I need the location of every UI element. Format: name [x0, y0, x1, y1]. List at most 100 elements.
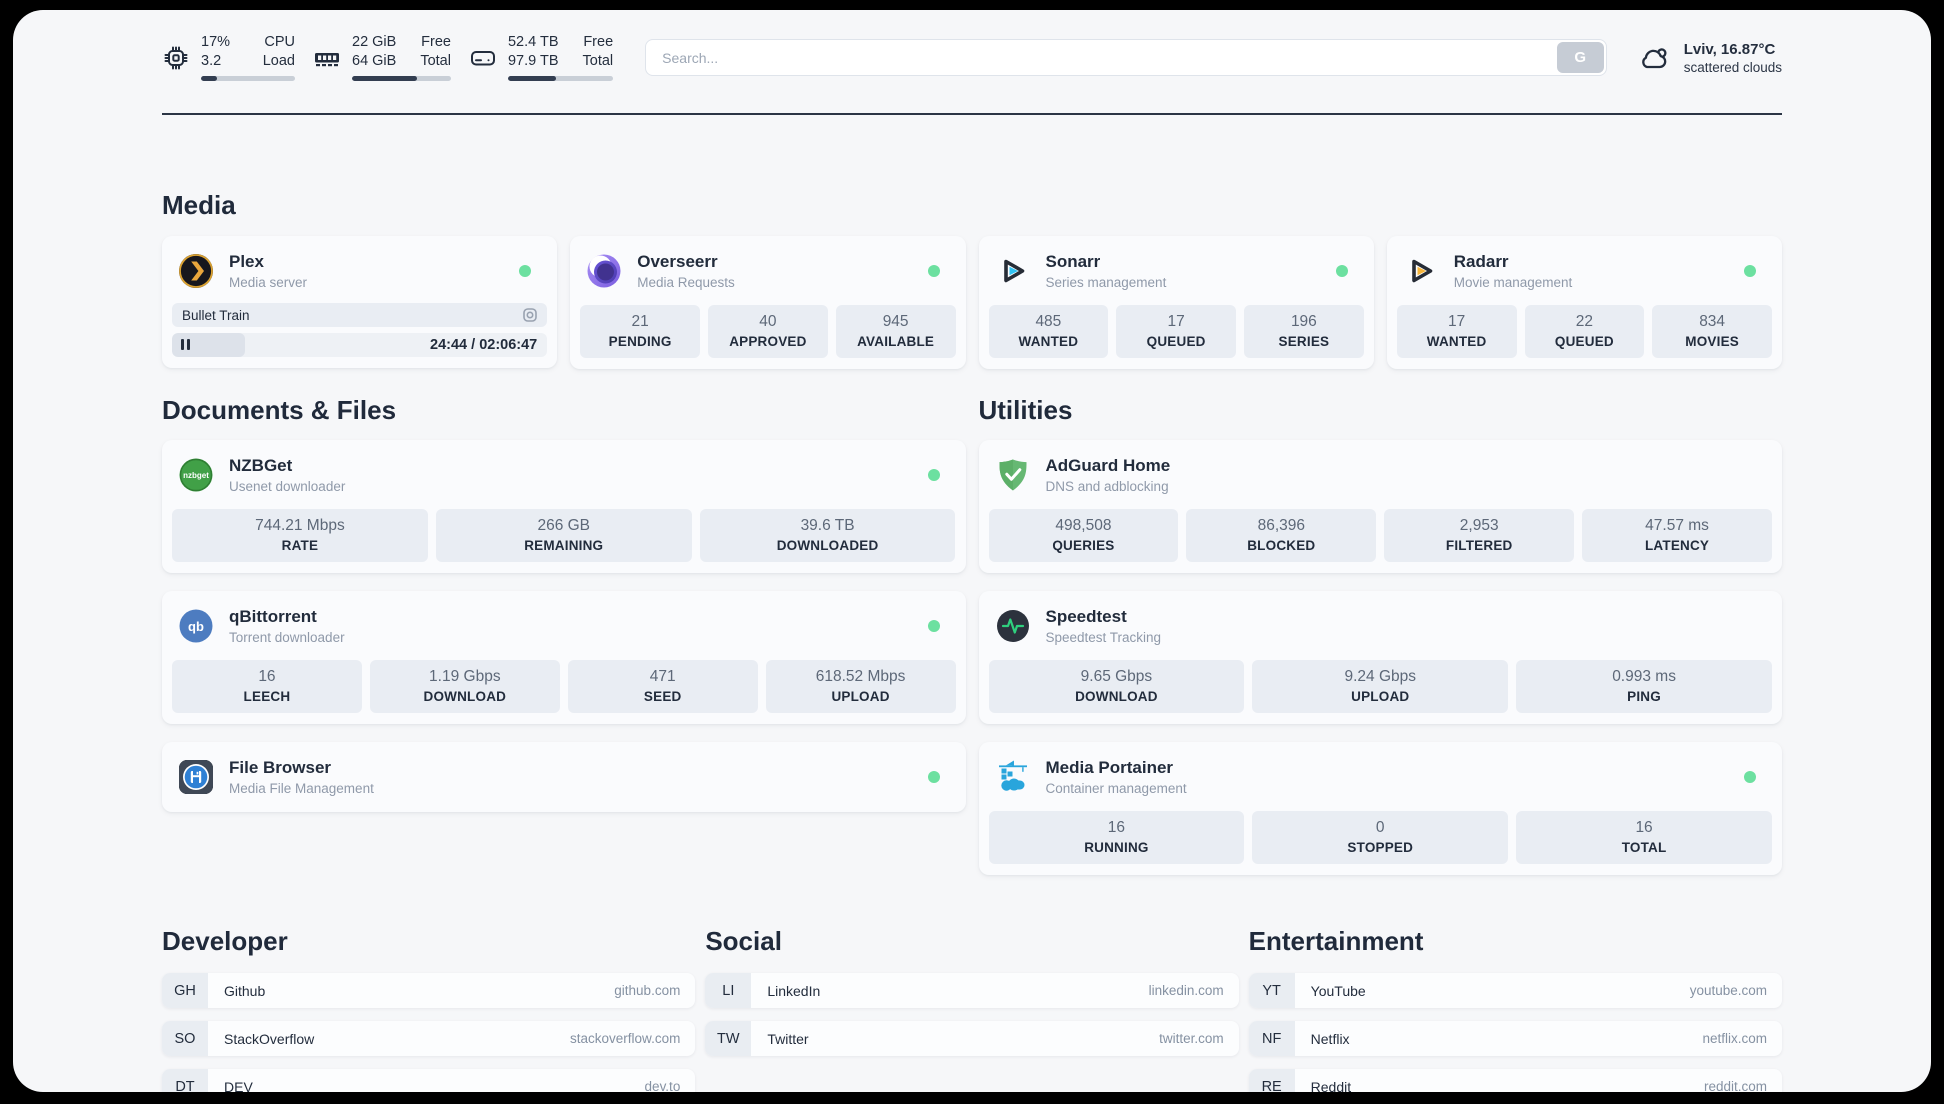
app-name-speedtest[interactable]: Speedtest: [1045, 607, 1127, 626]
svg-text:nzbget: nzbget: [183, 471, 209, 480]
disk-total-label: Total: [582, 53, 614, 69]
app-description-filebrowser: Media File Management: [229, 781, 374, 796]
status-dot-radarr: [1744, 265, 1756, 277]
bookmark-abbr: TW: [705, 1021, 752, 1056]
status-dot-qbittorrent: [927, 620, 940, 632]
radarr-icon[interactable]: [1403, 253, 1439, 289]
search-input[interactable]: [645, 39, 1607, 76]
nzbget-icon[interactable]: nzbget: [178, 457, 214, 493]
stat-download: 1.19 Gbps DOWNLOAD: [369, 660, 560, 713]
sonarr-icon[interactable]: [995, 253, 1031, 289]
bookmark-youtube[interactable]: YT YouTube youtube.com: [1248, 973, 1782, 1008]
stat-queued: 17 QUEUED: [1116, 305, 1236, 358]
bookmark-name: YouTube: [1310, 982, 1366, 999]
bookmarks-entertainment: Entertainment YT YouTube youtube.com NF …: [1248, 925, 1782, 1093]
app-description-overseerr: Media Requests: [637, 275, 735, 290]
bookmark-dev[interactable]: DT DEV dev.to: [162, 1069, 696, 1092]
disk-free-value: 52.4 TB: [507, 34, 559, 50]
cpu-load-value: 3.2: [201, 53, 222, 69]
cpu-usage-label: CPU: [264, 34, 295, 50]
bookmark-twitter[interactable]: TW Twitter twitter.com: [705, 1021, 1239, 1056]
stat-leech: 16 LEECH: [172, 660, 362, 713]
ram-icon: [313, 44, 341, 72]
bookmark-name: Twitter: [767, 1030, 809, 1047]
app-name-overseerr[interactable]: Overseerr: [637, 252, 718, 271]
speedtest-icon[interactable]: [995, 608, 1031, 644]
svg-text:qb: qb: [188, 619, 204, 634]
utilities-column: Utilities AdGuard Home: [978, 394, 1782, 875]
disk-icon: [469, 44, 497, 72]
overseerr-icon[interactable]: [586, 253, 622, 289]
app-name-filebrowser[interactable]: File Browser: [229, 758, 332, 777]
bookmark-name: Netflix: [1310, 1030, 1350, 1047]
search-engine-button[interactable]: G: [1556, 42, 1604, 73]
bookmark-url: linkedin.com: [1148, 983, 1224, 998]
topbar-divider: [162, 113, 1782, 115]
status-dot-portainer: [1744, 771, 1756, 783]
documents-column: Documents & Files nzbget NZBGet: [162, 394, 966, 812]
now-playing-title: Bullet Train: [182, 307, 250, 323]
bookmark-url: reddit.com: [1703, 1079, 1767, 1092]
stat-filtered: 2,953 FILTERED: [1384, 509, 1575, 562]
cpu-widget: 17% 3.2 CPU Load: [162, 34, 295, 81]
disk-widget: 52.4 TB 97.9 TB Free Total: [469, 34, 614, 81]
filebrowser-icon[interactable]: [178, 759, 214, 795]
app-name-adguard[interactable]: AdGuard Home: [1045, 456, 1171, 475]
playback-progress-fill: [172, 333, 246, 357]
app-card-plex: Plex Media server Bullet Train: [162, 236, 558, 368]
portainer-icon[interactable]: [995, 759, 1031, 795]
app-name-portainer[interactable]: Media Portainer: [1045, 758, 1174, 777]
ram-widget: 22 GiB 64 GiB Free Total: [313, 34, 451, 81]
bookmark-netflix[interactable]: NF Netflix netflix.com: [1248, 1021, 1782, 1056]
app-name-qbittorrent[interactable]: qBittorrent: [229, 607, 317, 626]
bookmark-url: dev.to: [644, 1079, 681, 1092]
stat-approved: 40 APPROVED: [708, 305, 828, 358]
stat-queued: 22 QUEUED: [1524, 305, 1645, 358]
weather-location: Lviv, 16.87°C: [1683, 40, 1776, 58]
dashboard-page: 17% 3.2 CPU Load: [13, 10, 1931, 1092]
app-card-adguard: AdGuard Home DNS and adblocking 498,508 …: [978, 440, 1782, 573]
stat-upload: 9.24 Gbps UPLOAD: [1252, 660, 1509, 713]
bookmark-name: StackOverflow: [224, 1030, 315, 1047]
app-name-sonarr[interactable]: Sonarr: [1045, 252, 1101, 271]
disk-free-label: Free: [583, 34, 614, 50]
ram-free-value: 22 GiB: [352, 34, 397, 50]
section-title-documents: Documents & Files: [162, 395, 397, 425]
bookmark-linkedin[interactable]: LI LinkedIn linkedin.com: [705, 973, 1239, 1008]
search-box: G: [645, 39, 1607, 76]
status-dot-filebrowser: [927, 771, 940, 783]
bookmark-stackoverflow[interactable]: SO StackOverflow stackoverflow.com: [162, 1021, 696, 1056]
app-description-speedtest: Speedtest Tracking: [1045, 630, 1162, 645]
bookmark-url: github.com: [614, 983, 681, 998]
bookmark-abbr: GH: [162, 973, 208, 1008]
adguard-icon[interactable]: [995, 457, 1031, 493]
ram-progress-bar: [352, 76, 451, 81]
bookmark-github[interactable]: GH Github github.com: [162, 973, 696, 1008]
stat-queries: 498,508 QUERIES: [988, 509, 1179, 562]
app-description-qbittorrent: Torrent downloader: [229, 630, 345, 645]
pause-icon[interactable]: [181, 339, 190, 350]
qbittorrent-icon[interactable]: qb: [178, 608, 214, 644]
cloud-icon: [1637, 41, 1671, 75]
stat-remaining: 266 GB REMAINING: [435, 509, 692, 562]
stat-running: 16 RUNNING: [988, 811, 1245, 864]
app-name-plex[interactable]: Plex: [229, 252, 264, 271]
app-name-radarr[interactable]: Radarr: [1453, 252, 1509, 271]
app-description-radarr: Movie management: [1453, 275, 1573, 290]
ram-free-label: Free: [421, 34, 451, 50]
bookmark-name: Reddit: [1310, 1078, 1352, 1093]
bookmark-url: netflix.com: [1702, 1031, 1767, 1046]
bookmark-abbr: NF: [1248, 1021, 1295, 1056]
plex-icon[interactable]: [178, 253, 214, 289]
weather-widget: Lviv, 16.87°C scattered clouds: [1637, 40, 1782, 76]
bookmark-reddit[interactable]: RE Reddit reddit.com: [1248, 1069, 1782, 1093]
section-title-media: Media: [162, 190, 236, 220]
bookmark-url: twitter.com: [1159, 1031, 1224, 1046]
playback-progress-bar[interactable]: 24:44 / 02:06:47: [172, 333, 548, 357]
stat-wanted: 17 WANTED: [1396, 305, 1517, 358]
stat-movies: 834 MOVIES: [1652, 305, 1772, 358]
cpu-progress-bar: [201, 76, 295, 81]
app-description-sonarr: Series management: [1045, 275, 1167, 290]
app-name-nzbget[interactable]: NZBGet: [229, 456, 293, 475]
media-card-grid: Plex Media server Bullet Train: [162, 236, 1782, 369]
